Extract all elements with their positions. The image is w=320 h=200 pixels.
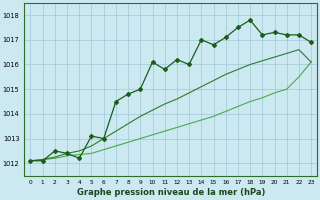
X-axis label: Graphe pression niveau de la mer (hPa): Graphe pression niveau de la mer (hPa) bbox=[76, 188, 265, 197]
